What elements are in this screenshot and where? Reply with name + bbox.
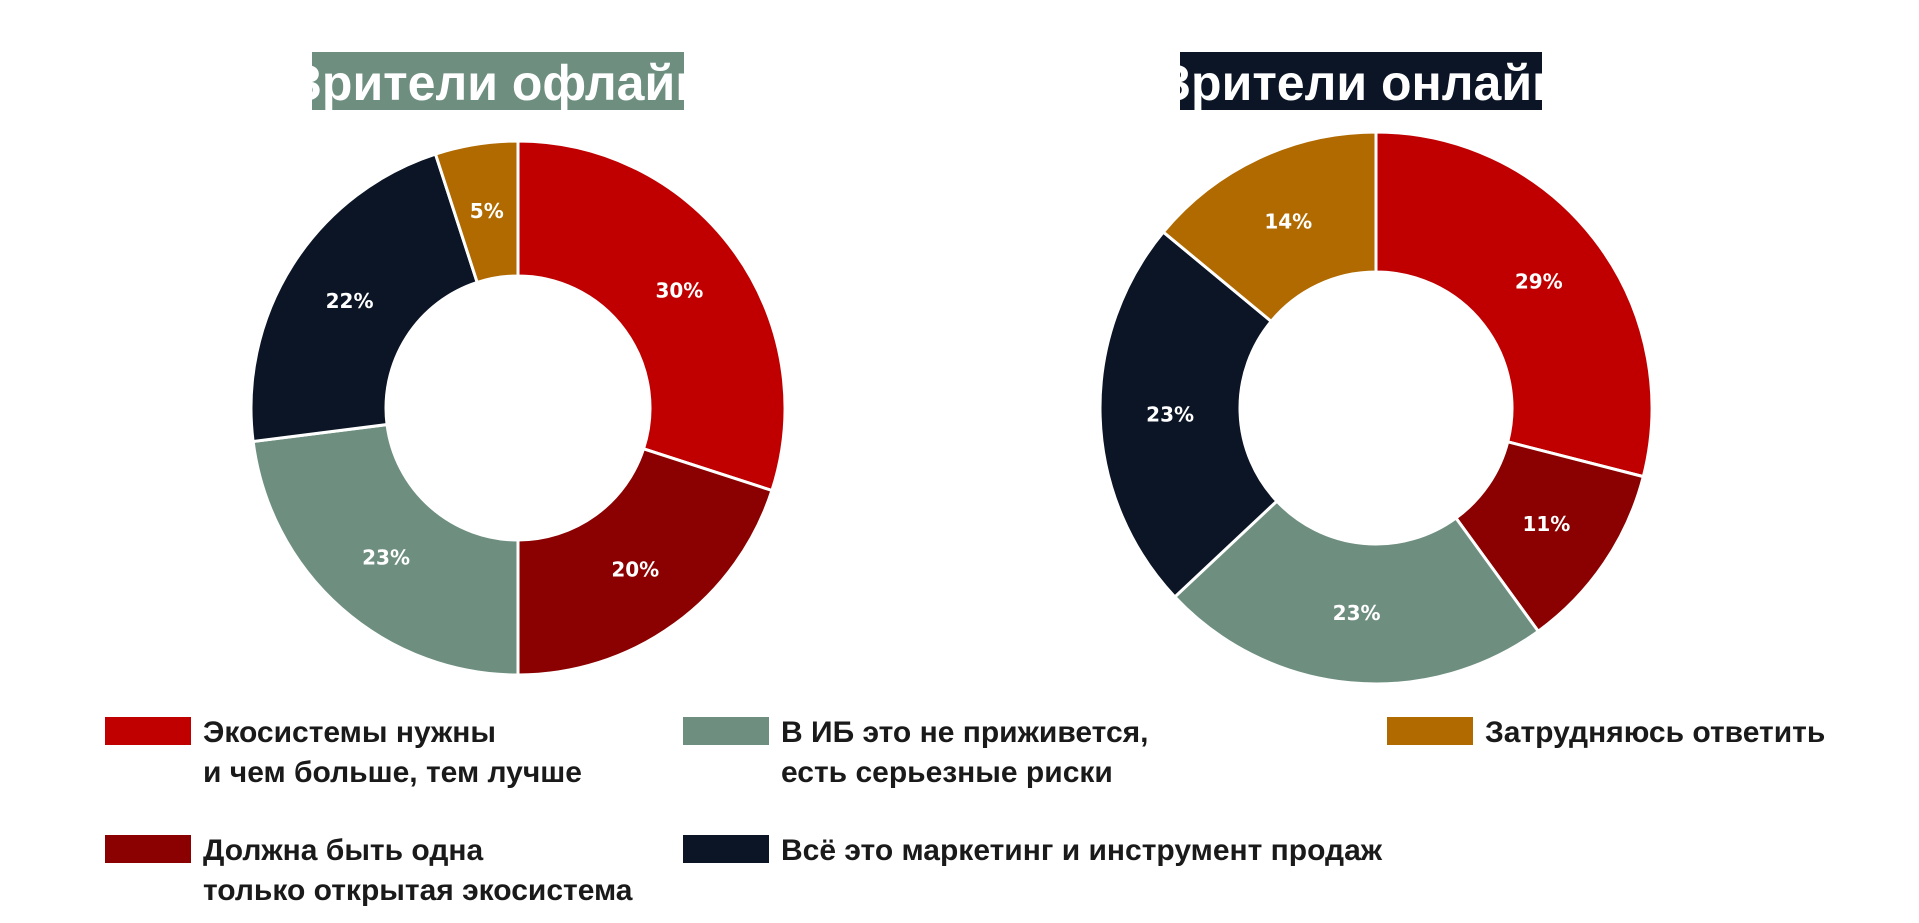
legend-item-eco-needed: Экосистемы нужны и чем больше, тем лучше — [105, 713, 582, 793]
donut-slice-offline-no-take-root — [251, 422, 520, 677]
legend-swatch — [105, 835, 191, 863]
donut-slice-offline-hard-to-say — [433, 139, 520, 285]
donut-slice-offline-one-open — [516, 446, 774, 677]
legend-label-line: Затрудняюсь ответить — [1485, 716, 1826, 749]
legend-label: Должна быть одна только открытая экосист… — [203, 831, 633, 911]
donut-label-online-marketing: 23% — [1146, 402, 1194, 426]
legend-item-one-open: Должна быть одна только открытая экосист… — [105, 831, 633, 911]
donut-label-online-hard-to-say: 14% — [1264, 210, 1312, 234]
chart-title-online-bg — [1180, 52, 1542, 110]
donut-chart-online: 29% 11% 23% 23% 14% — [1098, 130, 1654, 686]
legend-swatch — [105, 717, 191, 745]
donut-label-online-eco-needed: 29% — [1515, 270, 1563, 294]
donut-slice-offline-marketing — [249, 152, 480, 444]
legend-item-marketing: Всё это маркетинг и инструмент продаж — [683, 831, 1382, 871]
legend-item-hard-to-say: Затрудняюсь ответить — [1387, 713, 1825, 753]
donut-label-offline-hard-to-say: 5% — [470, 199, 504, 223]
donut-chart-offline: 30% 20% 23% 22% 5% — [249, 139, 787, 677]
legend-swatch — [683, 717, 769, 745]
legend-label: В ИБ это не приживется, есть серьезные р… — [781, 713, 1149, 793]
donut-slice-online-no-take-root — [1172, 498, 1541, 686]
legend-label-line: Должна быть одна — [203, 834, 484, 867]
legend-label-line: только открытая экосистема — [203, 874, 633, 907]
donut-slice-online-hard-to-say — [1161, 130, 1378, 324]
legend-label: Всё это маркетинг и инструмент продаж — [781, 831, 1382, 871]
chart-title-online: Зрители онлайн — [1160, 55, 1563, 111]
donut-slice-online-eco-needed — [1374, 130, 1654, 479]
donut-slice-offline-eco-needed — [516, 139, 787, 493]
legend-label-line: Всё это маркетинг и инструмент продаж — [781, 834, 1383, 867]
legend-swatch — [683, 835, 769, 863]
legend-label-line: Экосистемы нужны — [203, 716, 497, 749]
legend-label: Экосистемы нужны и чем больше, тем лучше — [203, 713, 582, 793]
donut-label-offline-no-take-root: 23% — [362, 546, 410, 570]
donut-label-offline-eco-needed: 30% — [655, 279, 703, 303]
donut-label-online-no-take-root: 23% — [1333, 601, 1381, 625]
donut-label-offline-one-open: 20% — [611, 557, 659, 581]
chart-title-offline-group: Зрители офлайн — [291, 52, 706, 111]
legend-label-line: и чем больше, тем лучше — [203, 756, 582, 789]
legend-swatch — [1387, 717, 1473, 745]
legend-label: Затрудняюсь ответить — [1485, 713, 1825, 753]
donut-slice-online-marketing — [1098, 229, 1279, 600]
donut-label-online-one-open: 11% — [1522, 512, 1570, 536]
chart-title-offline: Зрители офлайн — [291, 55, 706, 111]
chart-title-offline-bg — [312, 52, 684, 110]
legend-label-line: В ИБ это не приживется, — [781, 716, 1149, 749]
legend-label-line: есть серьезные риски — [781, 756, 1113, 789]
chart-title-online-group: Зрители онлайн — [1160, 52, 1563, 111]
donut-label-offline-marketing: 22% — [326, 289, 374, 313]
legend-item-no-take-root: В ИБ это не приживется, есть серьезные р… — [683, 713, 1149, 793]
